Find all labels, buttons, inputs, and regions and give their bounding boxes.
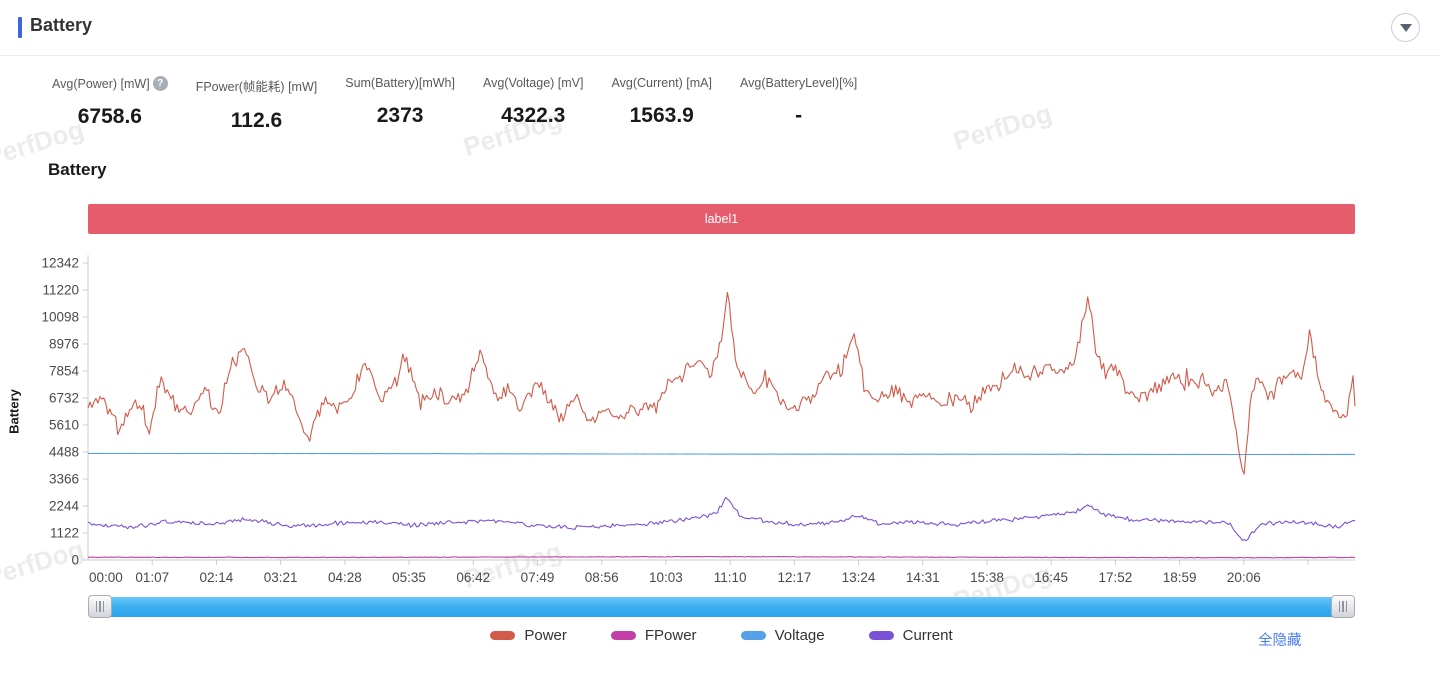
svg-text:1122: 1122 [50,526,79,541]
svg-text:12:17: 12:17 [777,570,811,585]
svg-text:07:49: 07:49 [521,570,555,585]
datazoom-bar[interactable] [88,597,1355,617]
svg-text:0: 0 [71,553,79,568]
chart-title: Battery [48,160,107,179]
legend-item-current[interactable]: Current [868,627,953,644]
svg-text:08:56: 08:56 [585,570,619,585]
datazooom-left-handle[interactable] [88,595,112,618]
legend-marker [868,631,894,640]
stat-sum-battery: Sum(Battery)[mWh] 2373 [331,76,469,133]
stats-row: Avg(Power) [mW]? 6758.6 FPower(帧能耗) [mW]… [38,76,871,133]
legend: Power FPower Voltage Current [88,627,1355,644]
stat-avg-current: Avg(Current) [mA] 1563.9 [598,76,727,133]
svg-text:13:24: 13:24 [842,570,876,585]
label-band-text: label1 [704,212,739,226]
svg-text:05:35: 05:35 [392,570,426,585]
svg-text:04:28: 04:28 [328,570,362,585]
stat-value: 1563.9 [629,104,694,127]
stat-label: Sum(Battery)[mWh] [345,76,455,90]
stat-label: Avg(Power) [mW] [52,76,150,91]
legend-item-power[interactable]: Power [490,627,567,644]
legend-item-fpower[interactable]: FPower [610,627,697,644]
svg-text:10098: 10098 [41,310,79,325]
stat-label: FPower(帧能耗) [mW] [195,80,318,94]
svg-text:02:14: 02:14 [200,570,234,585]
stat-fpower: FPower(帧能耗) [mW] 112.6 [182,76,332,133]
stat-label: Avg(Voltage) [mV] [482,76,584,90]
svg-text:16:45: 16:45 [1034,570,1068,585]
stat-value: 6758.6 [77,105,142,128]
collapse-button[interactable] [1391,13,1420,42]
svg-text:12342: 12342 [41,256,79,271]
svg-text:14:31: 14:31 [906,570,940,585]
panel-title: Battery [30,15,93,35]
stat-label: Avg(Current) [mA] [611,76,713,90]
svg-text:15:38: 15:38 [970,570,1004,585]
stat-avg-voltage: Avg(Voltage) [mV] 4322.3 [469,76,598,133]
watermark: PerfDog [949,97,1056,157]
svg-text:03:21: 03:21 [264,570,298,585]
help-icon[interactable]: ? [152,76,168,91]
svg-text:5610: 5610 [49,418,79,433]
legend-label: Power [524,627,567,644]
svg-text:11220: 11220 [42,283,79,298]
legend-label: Current [902,627,953,644]
stat-avg-power: Avg(Power) [mW]? 6758.6 [38,76,182,133]
legend-item-voltage[interactable]: Voltage [740,627,825,644]
svg-text:10:03: 10:03 [649,570,683,585]
legend-label: FPower [644,627,697,644]
svg-text:2244: 2244 [49,499,80,514]
label-band[interactable]: label1 [88,204,1355,234]
legend-marker [740,631,766,640]
svg-text:06:42: 06:42 [456,570,490,585]
title-accent-bar [18,17,22,38]
legend-marker [490,631,516,640]
svg-text:3366: 3366 [49,472,79,487]
svg-text:8976: 8976 [49,337,79,352]
stat-value: 2373 [376,104,424,127]
hide-all-link[interactable]: 全隐藏 [1258,633,1302,649]
legend-label: Voltage [774,627,825,644]
stat-avg-batterylevel: Avg(BatteryLevel)[%] - [726,76,871,133]
stat-value: 4322.3 [501,104,566,127]
stat-value: 112.6 [230,109,283,132]
svg-text:01:07: 01:07 [135,570,169,585]
svg-text:4488: 4488 [49,445,79,460]
legend-marker [610,631,636,640]
svg-text:20:06: 20:06 [1227,570,1261,585]
svg-text:18:59: 18:59 [1163,570,1197,585]
stat-value: - [795,104,803,127]
line-chart[interactable]: 0 1122 2244 3366 4488 5610 6732 7854 8976 10098 11… [0,248,1440,594]
stat-label: Avg(BatteryLevel)[%] [740,76,858,90]
svg-text:7854: 7854 [49,364,80,379]
header-divider [0,55,1440,56]
svg-text:11:10: 11:10 [714,570,747,585]
svg-text:6732: 6732 [49,391,79,406]
svg-text:00:00: 00:00 [89,570,123,585]
datazoom-right-handle[interactable] [1331,595,1355,618]
chevron-down-icon [1399,23,1412,32]
svg-text:17:52: 17:52 [1099,570,1133,585]
